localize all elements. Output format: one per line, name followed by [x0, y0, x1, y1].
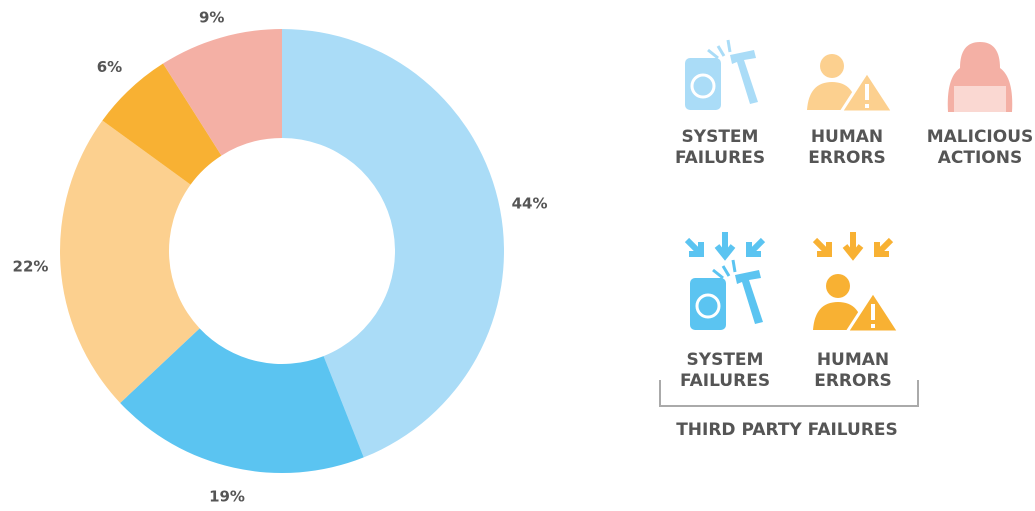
- sparks: [712, 259, 737, 280]
- legend-label: SYSTEM: [687, 350, 764, 370]
- arrow: [874, 237, 894, 257]
- arrow: [714, 232, 736, 261]
- donut-slice: [163, 29, 282, 156]
- group-label: THIRD PARTY FAILURES: [676, 420, 898, 440]
- disk-platter: [695, 293, 721, 319]
- legend-label: HUMAN: [817, 350, 889, 370]
- legend-label: ERRORS: [808, 148, 886, 168]
- legend-label: ERRORS: [814, 371, 892, 391]
- value-label: 44%: [512, 194, 548, 212]
- group-bracket: [659, 380, 919, 407]
- donut-slice: [282, 29, 505, 458]
- arrow: [812, 237, 832, 257]
- legend-label: SYSTEM: [682, 127, 759, 147]
- icons: [684, 39, 1013, 334]
- legend-icon: [685, 39, 758, 110]
- legend-label: ACTIONS: [938, 148, 1022, 168]
- arrow: [746, 237, 766, 257]
- legend-label: MALICIOUS: [927, 127, 1034, 147]
- legend-label: HUMAN: [811, 127, 883, 147]
- legend-icon: [807, 54, 896, 114]
- disk-platter: [690, 73, 716, 99]
- arrow: [842, 232, 864, 261]
- donut-slice: [120, 328, 364, 473]
- disk: [685, 58, 721, 110]
- legend-label: FAILURES: [680, 371, 770, 391]
- hammer: [730, 50, 758, 104]
- legend-icon: [812, 232, 902, 334]
- head: [826, 274, 850, 298]
- value-label: 19%: [209, 487, 245, 505]
- legend-icon: [684, 232, 766, 330]
- legend-label: FAILURES: [675, 148, 765, 168]
- legend-icon: [947, 42, 1013, 112]
- donut-slice: [59, 120, 200, 403]
- value-label: 9%: [199, 9, 224, 27]
- body: [813, 302, 863, 330]
- head: [820, 54, 844, 78]
- body: [807, 82, 857, 110]
- sparks: [707, 39, 732, 60]
- laptop: [954, 86, 1006, 112]
- arrow: [684, 237, 704, 257]
- value-label: 6%: [97, 58, 122, 76]
- donut-slice: [102, 63, 222, 185]
- disk: [690, 278, 726, 330]
- value-label: 22%: [13, 257, 49, 275]
- hammer: [735, 270, 763, 324]
